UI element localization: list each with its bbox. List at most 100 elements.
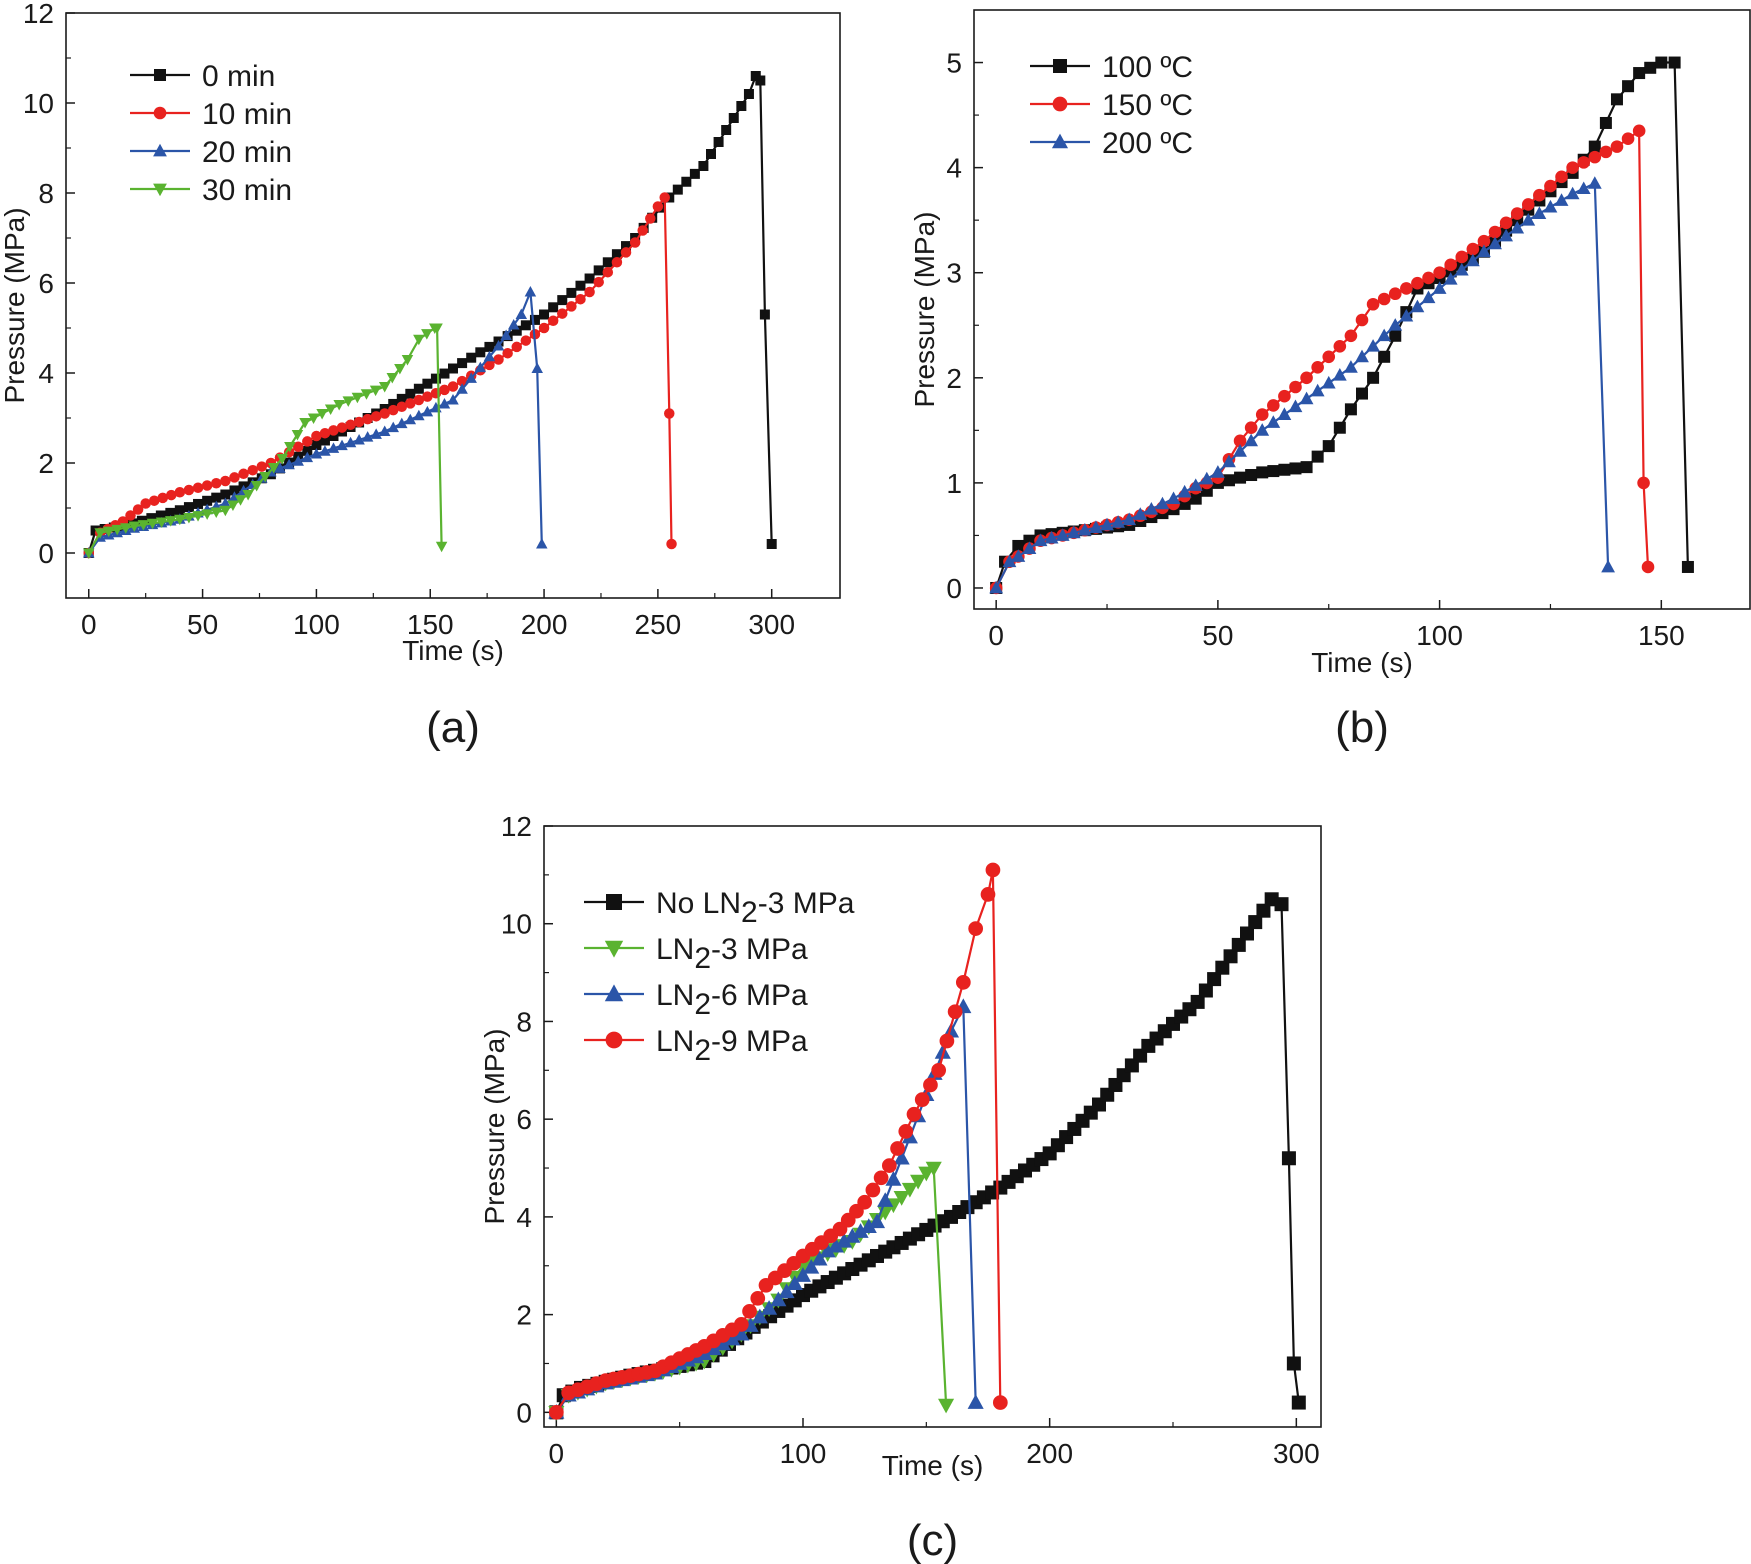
data-point: [1377, 328, 1392, 342]
data-point: [1231, 937, 1246, 952]
data-point: [1644, 61, 1657, 74]
data-point: [524, 286, 537, 297]
data-point: [836, 1232, 853, 1248]
data-point: [1122, 512, 1137, 526]
data-point: [1240, 926, 1254, 941]
data-point: [910, 1174, 927, 1190]
data-point: [193, 498, 204, 509]
data-point: [210, 507, 222, 519]
legend-marker: [153, 183, 167, 197]
data-point: [174, 505, 185, 516]
x-tick-label: 250: [635, 609, 682, 640]
data-point: [529, 314, 540, 325]
data-point: [500, 329, 512, 340]
data-point: [1499, 228, 1514, 242]
data-point: [475, 347, 486, 358]
data-point: [474, 361, 487, 373]
data-point: [1543, 199, 1558, 213]
data-point: [413, 394, 425, 406]
data-point: [125, 510, 136, 521]
data-point: [1033, 533, 1048, 547]
data-point: [860, 1218, 877, 1233]
data-point: [770, 1291, 787, 1307]
legend-marker: [154, 69, 166, 81]
data-point: [1248, 915, 1263, 930]
data-point: [733, 1325, 750, 1341]
y-tick-label: 10: [23, 88, 54, 119]
data-point: [1610, 140, 1624, 153]
data-point: [938, 1398, 955, 1414]
data-point: [1310, 383, 1325, 397]
data-point: [283, 458, 295, 470]
data-point: [353, 416, 365, 428]
panel-caption: (b): [1335, 703, 1389, 752]
series-line: [555, 898, 1300, 1413]
data-point: [1432, 281, 1447, 294]
data-point: [1199, 471, 1214, 485]
y-tick-label: 4: [516, 1202, 532, 1233]
data-point: [931, 1062, 947, 1078]
data-point: [148, 495, 160, 506]
data-point: [404, 413, 417, 425]
data-point: [422, 378, 433, 389]
data-point: [1655, 56, 1668, 69]
x-tick-label: 0: [81, 609, 97, 640]
data-point: [1155, 496, 1170, 510]
data-point: [1011, 549, 1026, 562]
x-tick-label: 0: [549, 1438, 565, 1469]
data-point: [256, 461, 268, 472]
data-point: [1389, 329, 1402, 342]
data-point: [1044, 530, 1059, 544]
legend-marker: [605, 1031, 623, 1049]
data-point: [1223, 949, 1238, 964]
data-point: [219, 505, 232, 517]
data-point: [566, 287, 577, 298]
data-point: [227, 500, 239, 511]
data-point: [881, 1158, 897, 1173]
y-axis-label: Pressure (MPa): [0, 207, 30, 403]
data-point: [1577, 156, 1591, 169]
data-point: [1266, 415, 1281, 428]
data-point: [751, 1308, 768, 1324]
data-point: [557, 295, 568, 306]
data-point: [1111, 515, 1126, 528]
data-point: [292, 441, 304, 453]
x-tick-label: 100: [780, 1438, 827, 1469]
data-point: [201, 480, 213, 491]
data-point: [439, 384, 450, 396]
data-point: [431, 323, 443, 334]
data-point: [1077, 522, 1092, 536]
data-point: [698, 161, 709, 171]
legend-marker: [153, 106, 167, 120]
data-point: [267, 463, 280, 474]
data-point: [566, 301, 577, 312]
data-point: [536, 538, 548, 549]
data-point: [1274, 897, 1289, 912]
data-point: [1210, 465, 1225, 478]
data-point: [611, 249, 622, 260]
data-point: [1465, 253, 1480, 267]
data-point: [1632, 124, 1646, 138]
data-point: [538, 322, 550, 334]
data-point: [1411, 276, 1424, 290]
data-point: [786, 1275, 803, 1290]
data-point: [102, 526, 115, 538]
data-point: [155, 510, 166, 521]
data-point: [183, 502, 194, 513]
series-line: [555, 1005, 977, 1413]
data-point: [111, 524, 123, 536]
data-point: [328, 425, 339, 436]
data-point: [1454, 262, 1469, 276]
data-point: [967, 1394, 984, 1409]
data-point: [370, 411, 382, 422]
data-point: [857, 1194, 873, 1210]
y-tick-label: 8: [38, 178, 54, 209]
x-tick-label: 50: [1202, 620, 1233, 651]
data-point: [319, 435, 330, 446]
data-point: [728, 113, 739, 123]
data-point: [1533, 188, 1546, 202]
data-point: [1299, 391, 1314, 405]
data-point: [328, 431, 339, 441]
data-point: [250, 481, 263, 492]
data-point: [448, 363, 458, 374]
